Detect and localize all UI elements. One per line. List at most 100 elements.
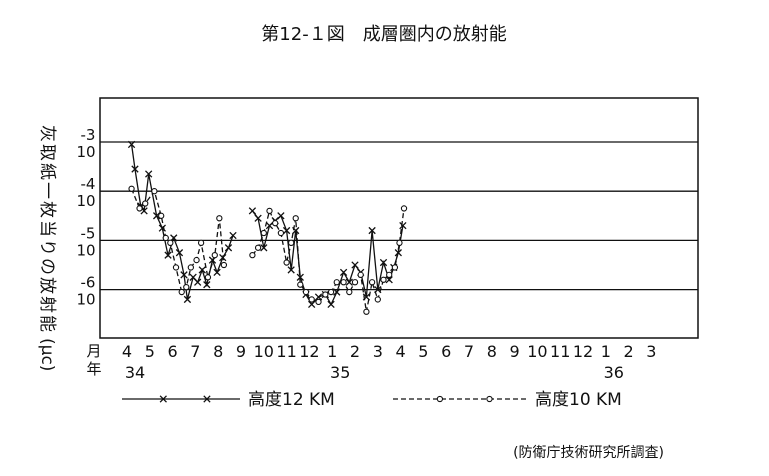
- data-point-o: [486, 395, 493, 403]
- data-point-o: [277, 229, 285, 237]
- series-altitude-10km: [128, 185, 408, 315]
- data-point-x: [131, 165, 139, 173]
- data-point-x: [345, 278, 353, 286]
- data-point-o: [322, 291, 329, 298]
- x-tick-label: 11: [550, 342, 570, 361]
- data-point-x: [127, 140, 136, 149]
- data-point-x: [180, 271, 188, 279]
- data-point-o: [172, 264, 180, 271]
- y-tick-exponent: -4: [81, 175, 96, 193]
- x-year-label: 34: [125, 363, 145, 382]
- data-point-x: [213, 268, 221, 277]
- x-tick-label: 4: [396, 342, 406, 361]
- data-point-x: [203, 395, 211, 403]
- data-point-x: [296, 273, 304, 281]
- x-tick-label: 8: [213, 342, 223, 361]
- x-tick-label: 1: [327, 342, 337, 361]
- y-tick-base: 10: [76, 192, 95, 210]
- data-point-o: [297, 281, 304, 288]
- y-tick-exponent: -3: [81, 126, 96, 144]
- data-point-o: [327, 288, 335, 296]
- data-point-o: [197, 239, 205, 247]
- data-point-o: [128, 185, 135, 192]
- x-tick-label: 10: [254, 342, 274, 361]
- data-point-o: [260, 229, 267, 237]
- data-point-o: [183, 283, 190, 291]
- x-tick-label: 9: [236, 342, 246, 361]
- x-tick-label: 1: [601, 342, 611, 361]
- data-point-x: [394, 249, 402, 257]
- data-point-o: [272, 220, 279, 227]
- x-tick-label: 6: [441, 342, 451, 361]
- data-point-o: [216, 215, 223, 222]
- data-point-o: [386, 271, 393, 278]
- data-point-o: [254, 244, 262, 251]
- data-point-o: [340, 279, 347, 286]
- data-point-x: [339, 268, 348, 277]
- data-point-o: [142, 200, 149, 207]
- data-point-o: [400, 205, 408, 212]
- y-tick-exponent: -6: [81, 274, 96, 292]
- x-tick-label: 5: [145, 342, 155, 361]
- x-tick-label: 6: [168, 342, 178, 361]
- data-point-o: [292, 215, 299, 222]
- legend-item: 高度12 KM: [122, 390, 335, 410]
- data-point-o: [308, 296, 315, 303]
- data-point-x: [351, 261, 359, 269]
- data-point-o: [380, 276, 387, 283]
- month-row-label: 月: [86, 342, 101, 360]
- x-tick-label: 3: [646, 342, 656, 361]
- data-point-o: [302, 288, 310, 296]
- x-tick-label: 9: [510, 342, 520, 361]
- x-tick-label: 11: [276, 342, 296, 361]
- x-tick-label: 8: [487, 342, 497, 361]
- y-tick-label: -510: [76, 224, 95, 259]
- data-point-x: [198, 266, 206, 274]
- data-point-x: [194, 278, 202, 286]
- x-tick-label: 2: [350, 342, 360, 361]
- source-note: (防衛庁技術研究所調査): [513, 445, 664, 461]
- data-point-x: [282, 226, 291, 235]
- x-tick-label: 7: [464, 342, 474, 361]
- data-point-o: [167, 239, 174, 247]
- data-point-x: [248, 207, 257, 215]
- data-point-x: [399, 221, 407, 230]
- legend-item: 高度10 KM: [393, 390, 622, 410]
- x-year-label: 36: [604, 363, 624, 382]
- y-axis-label: 灰取紙一枚当りの放射能 (μc): [37, 125, 57, 371]
- data-point-o: [368, 279, 376, 286]
- y-axis-title: 灰取紙一枚当りの放射能: [37, 125, 57, 334]
- data-point-o: [357, 271, 364, 278]
- data-point-x: [175, 249, 184, 257]
- data-point-x: [385, 276, 393, 284]
- data-point-x: [308, 300, 316, 309]
- data-point-o: [396, 239, 403, 247]
- data-point-o: [193, 256, 200, 264]
- data-point-o: [436, 395, 444, 403]
- data-point-o: [363, 308, 370, 315]
- data-point-o: [315, 298, 322, 306]
- year-row-label: 年: [86, 360, 101, 378]
- data-point-x: [224, 244, 233, 252]
- data-point-o: [158, 212, 165, 219]
- data-point-x: [327, 300, 335, 309]
- data-point-x: [333, 288, 341, 296]
- data-point-o: [204, 274, 212, 281]
- x-tick-label: 12: [299, 342, 319, 361]
- y-tick-base: 10: [76, 291, 95, 309]
- series-layer: [127, 140, 408, 315]
- data-point-x: [164, 251, 172, 259]
- data-point-x: [379, 258, 388, 267]
- y-axis-unit: (μc): [37, 338, 57, 371]
- x-tick-label: 3: [373, 342, 383, 361]
- data-point-o: [288, 239, 295, 247]
- legend-label: 高度12 KM: [248, 390, 335, 410]
- y-tick-exponent: -5: [81, 224, 96, 242]
- y-tick-label: -610: [76, 274, 95, 309]
- x-tick-label: 10: [527, 342, 547, 361]
- data-point-o: [178, 288, 185, 296]
- chart-title: 第12-１図 成層圏内の放射能: [261, 24, 506, 45]
- data-point-o: [333, 279, 340, 286]
- data-point-x: [145, 170, 153, 178]
